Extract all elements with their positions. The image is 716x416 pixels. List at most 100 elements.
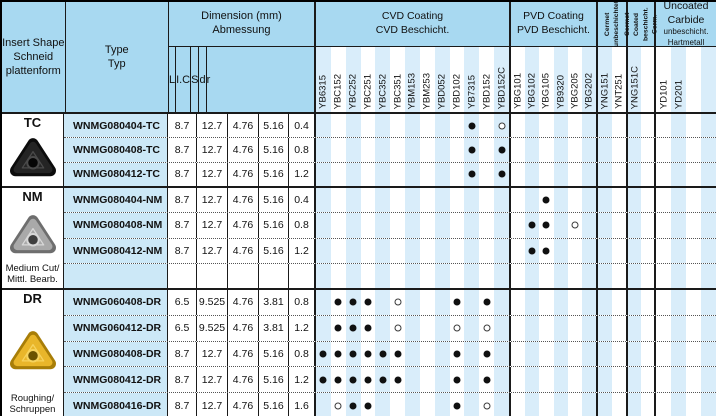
coating-cells-cermet-coated <box>628 367 656 393</box>
coating-cells-cermet-uncoated <box>598 162 628 186</box>
coating-grade-labels-cvd: YB6315 YBC152 YBC252 YBC251 YBC352 YBC351 YBM1… <box>316 47 509 112</box>
dim-value-S: 4.76 <box>228 341 259 367</box>
coating-cell <box>701 263 716 288</box>
dim-value-r: 0.8 <box>294 219 309 232</box>
title-line: CVD Beschicht. <box>375 24 450 36</box>
coating-cell <box>525 114 540 138</box>
coating-cells-uncoated-carbide <box>656 238 716 263</box>
coating-cell <box>553 315 568 341</box>
coating-cell <box>568 163 582 186</box>
coating-cell <box>686 213 701 237</box>
coating-cell <box>479 393 494 416</box>
insert-shape-header-line: Schneid <box>13 50 54 63</box>
coating-cell <box>701 138 716 162</box>
type-cell: WNMG080412-NM <box>64 238 168 263</box>
coating-cells-uncoated-carbide <box>656 138 716 162</box>
coating-group-cvd: CVD Coating CVD Beschicht. YB6315 YBC152 YBC… <box>316 2 511 112</box>
coating-cells-cermet-coated <box>628 162 656 186</box>
coating-group-cermet-uncoated: Cermet unbeschichtet YNG151 YNT251 <box>598 2 628 112</box>
table-body: TC WNMG080404-TC 8.7 12.7 4.76 5.16 0.4 WNMG080… <box>2 114 716 416</box>
coating-cell <box>612 114 626 137</box>
dimension-cells: 8.7 12.7 4.76 5.16 0.4 <box>168 114 316 138</box>
coating-cell <box>581 367 597 393</box>
coating-cells-cermet-coated <box>628 341 656 367</box>
availability-dot-filled <box>334 324 342 332</box>
coating-cell <box>405 162 420 186</box>
availability-dot-filled <box>349 402 357 410</box>
section-caption-line: Schruppen <box>9 404 56 416</box>
coating-cell <box>701 238 716 263</box>
coating-cells-pvd <box>511 393 598 416</box>
availability-dot-open <box>453 324 461 332</box>
coating-cell <box>405 263 420 288</box>
dim-value-S: 4.76 <box>228 213 259 238</box>
grade-column-empty <box>701 47 716 112</box>
coating-cell <box>701 213 716 238</box>
availability-dot-open <box>483 402 491 410</box>
dim-value-L: 8.7 <box>168 367 197 393</box>
availability-dot-filled <box>394 376 402 384</box>
coating-cell <box>656 163 671 186</box>
coating-cell <box>464 162 480 186</box>
coating-cell <box>331 188 346 212</box>
coating-cell <box>494 114 509 138</box>
coating-cell <box>361 264 376 288</box>
dimension-cells: 8.7 12.7 4.76 5.16 0.8 <box>168 341 316 367</box>
coating-cell <box>686 114 701 137</box>
table-row-WNMG080408-TC: WNMG080408-TC 8.7 12.7 4.76 5.16 0.8 <box>64 137 716 162</box>
coating-cell <box>598 114 612 138</box>
grade-column-YBD102: YBD102 <box>450 47 465 112</box>
availability-dot-filled <box>334 376 342 384</box>
title-line: beschicht. Cerm. <box>642 7 659 41</box>
coating-cell <box>450 138 465 161</box>
coating-cell <box>598 162 612 186</box>
dim-value-IC <box>197 263 228 288</box>
coating-cell <box>656 264 671 288</box>
insert-shape-header-line: Insert Shape <box>2 36 65 49</box>
coating-cell <box>494 393 509 416</box>
grade-label: YBC352 <box>377 73 389 109</box>
coating-cell <box>450 342 465 367</box>
grade-label: YBD152C <box>496 66 508 109</box>
coating-cells-cermet-uncoated <box>598 238 628 263</box>
title-line: Uncoated <box>663 0 709 12</box>
grade-label: YD101 <box>658 79 669 109</box>
coating-cells-cvd <box>316 114 511 138</box>
coating-cells-pvd <box>511 315 598 341</box>
grade-label: YNG151C <box>629 65 640 109</box>
insert-shape-header: Insert Shape Schneid plattenform <box>2 2 66 112</box>
coating-cell <box>553 138 568 162</box>
coating-cells-cermet-coated <box>628 238 656 263</box>
coating-cell <box>450 114 465 137</box>
type-cell: WNMG060408-DR <box>64 290 168 315</box>
table-row-WNMG080408-NM: WNMG080408-NM 8.7 12.7 4.76 5.16 0.8 <box>64 212 716 238</box>
table-row-WNMG080412-TC: WNMG080412-TC 8.7 12.7 4.76 5.16 1.2 <box>64 161 716 186</box>
coating-cell <box>656 239 671 263</box>
coating-cell <box>701 162 716 186</box>
grade-label: YBM153 <box>406 72 418 109</box>
coating-cell <box>553 341 568 367</box>
coating-cell <box>361 188 376 212</box>
coating-grade-labels-cermet-coated: YNG151C <box>628 47 654 112</box>
coating-cell <box>656 188 671 212</box>
availability-dot-filled <box>394 350 402 358</box>
coating-cells-cermet-uncoated <box>598 341 628 367</box>
availability-dot-filled <box>453 298 461 306</box>
table-row-WNMG080404-TC: WNMG080404-TC 8.7 12.7 4.76 5.16 0.4 <box>64 114 716 138</box>
type-cell: WNMG080412-DR <box>64 367 168 393</box>
availability-dot-filled <box>349 376 357 384</box>
dim-value-L: 8.7 <box>168 188 197 213</box>
grade-column-YBD052: YBD052 <box>434 47 450 112</box>
coating-cell <box>612 213 626 237</box>
coating-cell <box>525 138 540 162</box>
coating-cell <box>390 138 405 161</box>
availability-dot-filled <box>498 170 506 178</box>
grade-column-YNT251: YNT251 <box>612 47 626 112</box>
section-rows: WNMG080404-NM 8.7 12.7 4.76 5.16 0.4 WNMG08040… <box>64 188 716 288</box>
coating-cell <box>671 290 686 315</box>
coating-cell <box>656 393 671 416</box>
grade-column-YBM253: YBM253 <box>420 47 435 112</box>
coating-cell <box>450 188 465 212</box>
dim-value-IC: 9.525 <box>197 315 228 341</box>
coating-cell <box>553 213 568 238</box>
